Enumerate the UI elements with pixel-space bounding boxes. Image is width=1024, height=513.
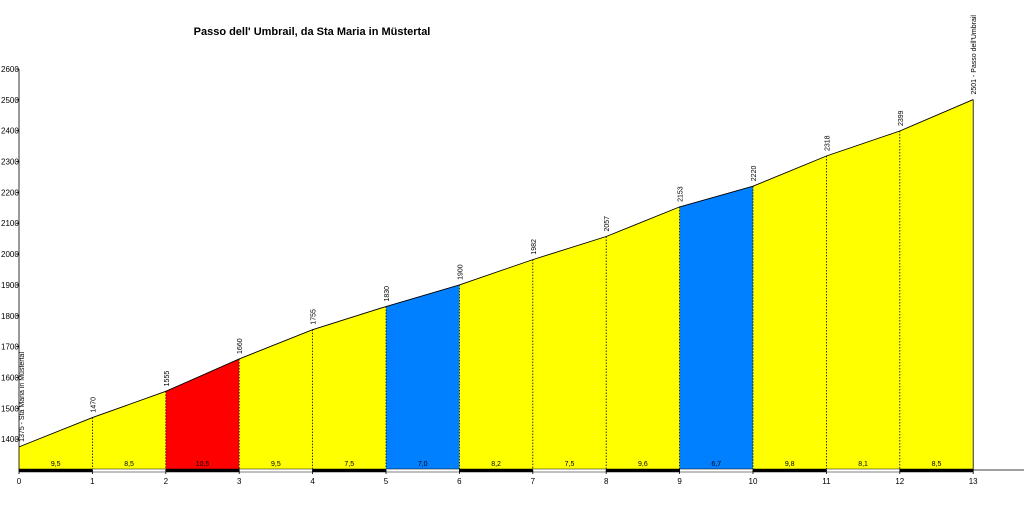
gradient-label: 10,5 xyxy=(196,461,210,468)
km-bar xyxy=(532,468,607,473)
x-tick-label: 11 xyxy=(822,477,831,486)
x-tick-label: 9 xyxy=(677,477,682,486)
profile-outline xyxy=(18,99,974,448)
segment-area xyxy=(165,358,240,470)
km-bar xyxy=(679,468,754,473)
km-bar xyxy=(312,468,387,473)
elevation-labels: 1375 - Sta Maria in Müstertal 1470 1555 166… xyxy=(19,15,978,442)
y-tick-label: 2000 xyxy=(1,250,19,259)
elevation-label: 2220 xyxy=(751,166,758,182)
elevation-label: 2318 xyxy=(824,135,831,151)
elevation-label: 1375 - Sta Maria in Müstertal xyxy=(19,352,26,442)
x-tick-label: 3 xyxy=(237,477,242,486)
gradient-label: 8,5 xyxy=(932,461,942,468)
x-tick-label: 5 xyxy=(384,477,389,486)
segment-area xyxy=(312,306,386,470)
x-tick-label: 12 xyxy=(895,477,904,486)
gradient-label: 8,2 xyxy=(491,461,501,468)
km-bar xyxy=(459,468,534,473)
km-bar xyxy=(826,468,901,473)
x-axis: 0 1 2 3 4 5 6 7 8 9 10 11 12 13 xyxy=(17,468,1024,486)
elevation-label: 1660 xyxy=(237,338,244,354)
segment-area xyxy=(459,259,533,470)
gradient-label: 9,5 xyxy=(271,461,281,468)
elevation-label: 2057 xyxy=(604,216,611,232)
y-tick-label: 1600 xyxy=(1,373,19,382)
segment-area xyxy=(239,329,313,470)
elevation-label: 2399 xyxy=(898,110,905,126)
km-bar xyxy=(899,468,974,473)
x-tick-label: 4 xyxy=(310,477,315,486)
y-tick-label: 2100 xyxy=(1,219,19,228)
elevation-label: 1755 xyxy=(311,309,318,325)
segment-area xyxy=(826,131,900,470)
km-dividers xyxy=(92,99,974,470)
y-tick-label: 1900 xyxy=(1,281,19,290)
y-tick-label: 2400 xyxy=(1,127,19,136)
km-bar xyxy=(605,468,680,473)
gradient-label: 9,6 xyxy=(638,461,648,468)
segment-area xyxy=(753,155,827,471)
segment-area xyxy=(19,417,93,470)
gradient-label: 9,8 xyxy=(785,461,795,468)
x-tick-label: 10 xyxy=(749,477,758,486)
km-bar xyxy=(165,468,240,473)
gradient-labels: 9,5 8,5 10,5 9,5 7,5 7,0 8,2 7,5 9,6 6,7 9,8 8,1 8,5 xyxy=(51,461,942,468)
segment-area xyxy=(606,206,680,470)
gradient-label: 9,5 xyxy=(51,461,61,468)
profile-line xyxy=(18,99,974,448)
segment-area xyxy=(532,236,607,470)
km-bar xyxy=(752,468,827,473)
km-bar xyxy=(238,468,313,473)
gradient-label: 6,7 xyxy=(711,461,721,468)
x-tick-label: 0 xyxy=(17,477,22,486)
segment-area xyxy=(899,99,974,470)
y-axis: 1400 1500 1600 1700 1800 1900 2000 2100 2200 2300… xyxy=(1,65,20,470)
y-tick-label: 2600 xyxy=(1,65,19,74)
y-tick-label: 2500 xyxy=(1,96,19,105)
x-tick-label: 7 xyxy=(531,477,536,486)
km-bar xyxy=(385,468,460,473)
gradient-label: 7,0 xyxy=(418,461,428,468)
gradient-label: 8,5 xyxy=(124,461,134,468)
y-tick-label: 1700 xyxy=(1,343,19,352)
chart-title: Passo dell' Umbrail, da Sta Maria in Müs… xyxy=(194,26,431,38)
y-tick-label: 1500 xyxy=(1,404,19,413)
x-tick-label: 1 xyxy=(90,477,95,486)
elevation-label: 1830 xyxy=(384,286,391,302)
elevation-label: 1900 xyxy=(457,264,464,280)
gradient-label: 7,5 xyxy=(344,461,354,468)
elevation-label: 1555 xyxy=(164,371,171,387)
y-tick-label: 1800 xyxy=(1,312,19,321)
elevation-label: 1470 xyxy=(90,397,97,413)
segment-area xyxy=(679,186,753,470)
elevation-label: 2501 - Passo dell'Umbrail xyxy=(971,15,978,95)
segment-area xyxy=(92,391,166,470)
segment-area xyxy=(386,284,460,470)
x-tick-label: 6 xyxy=(457,477,462,486)
x-tick-label: 13 xyxy=(969,477,978,486)
elevation-label: 2153 xyxy=(678,186,685,202)
x-tick-label: 2 xyxy=(164,477,169,486)
profile-segments xyxy=(19,99,974,471)
y-tick-label: 1400 xyxy=(1,435,19,444)
y-tick-label: 2200 xyxy=(1,188,19,197)
x-tick-label: 8 xyxy=(604,477,609,486)
elevation-label: 1982 xyxy=(531,239,538,255)
gradient-label: 8,1 xyxy=(858,461,868,468)
km-bar xyxy=(18,468,93,473)
y-tick-label: 2300 xyxy=(1,158,19,167)
gradient-label: 7,5 xyxy=(565,461,575,468)
km-bar xyxy=(92,468,167,473)
